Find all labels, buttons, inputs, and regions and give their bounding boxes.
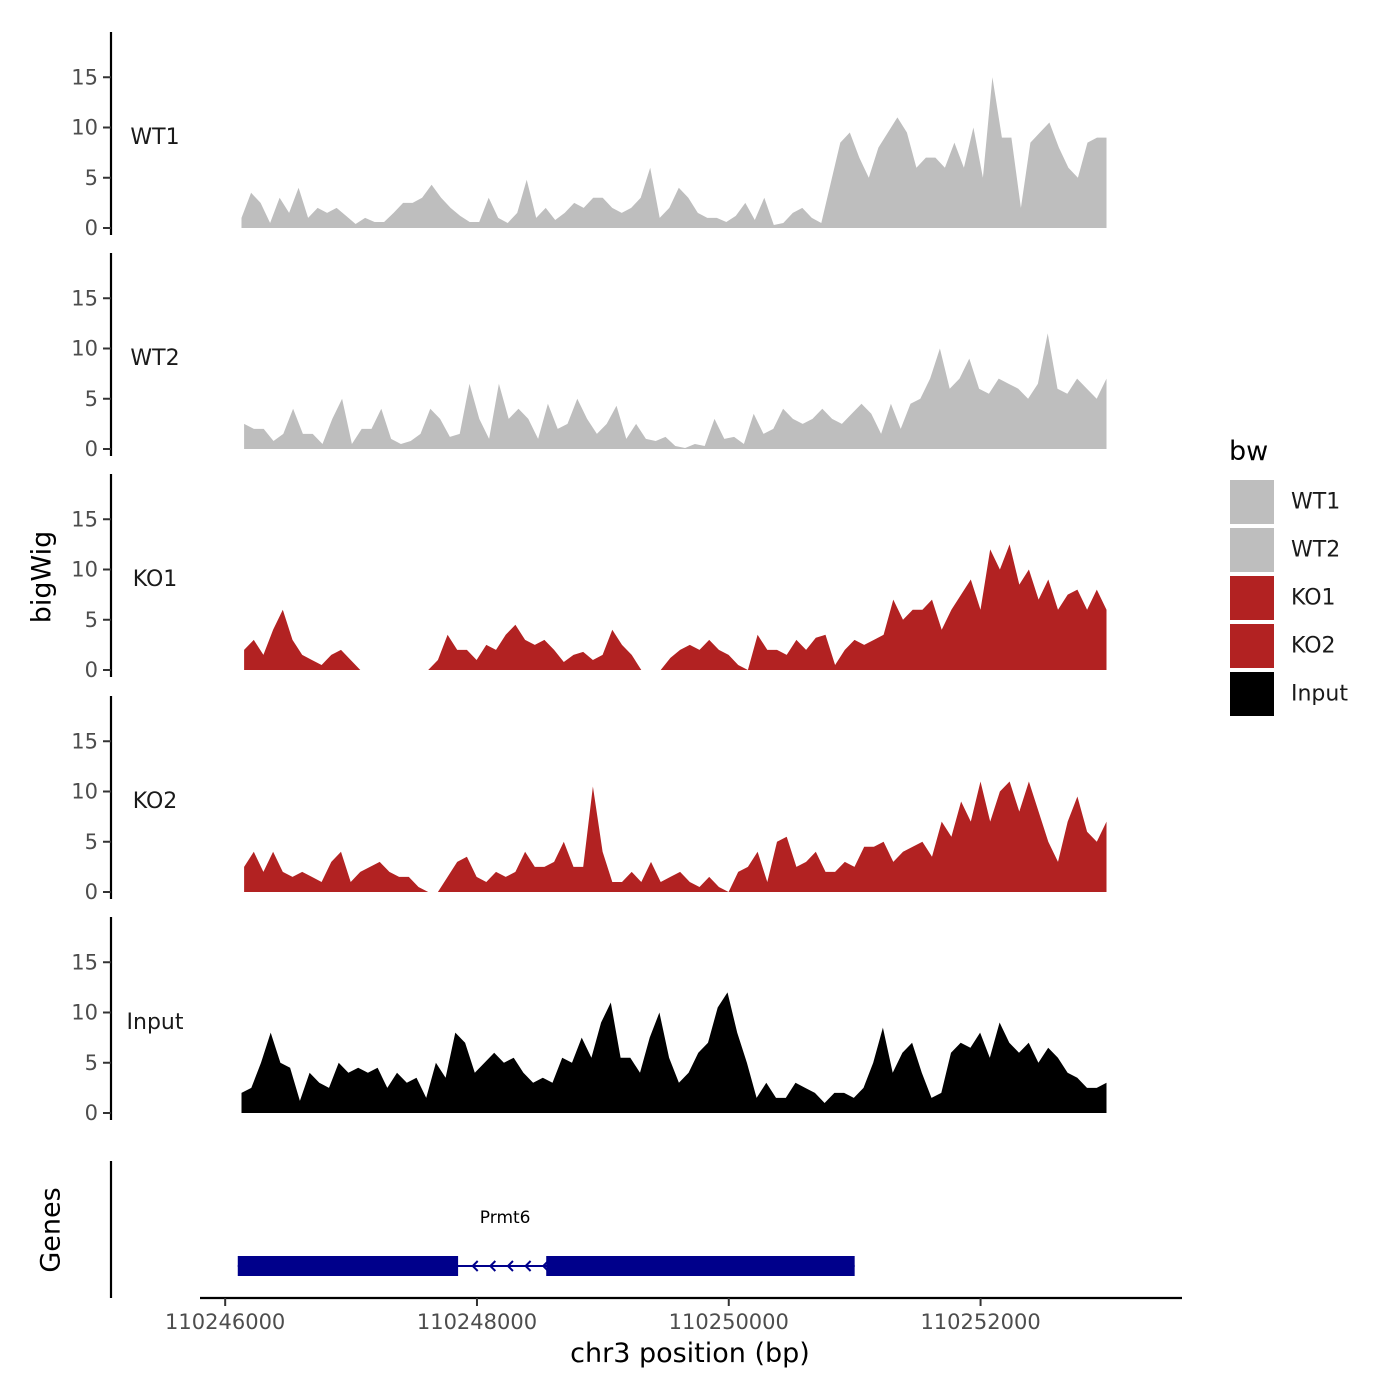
strand-arrow [471, 1260, 479, 1272]
legend-swatch [1230, 576, 1274, 620]
legend-label: WT1 [1291, 490, 1340, 515]
y-tick-label: 5 [85, 830, 98, 854]
signal-area-ko1 [244, 544, 1107, 670]
legend-entry-ko1: KO1 [1230, 576, 1336, 620]
x-ticks: 110246000 110248000 110250000 110252000 [165, 1298, 1041, 1334]
y-tick-label: 15 [71, 950, 98, 974]
legend-swatch [1230, 528, 1274, 572]
track-ko1: 0 5 10 15 KO1 [71, 474, 1107, 682]
legend-label: KO1 [1291, 586, 1336, 611]
gene-exon-block [546, 1256, 855, 1276]
x-axis: 110246000 110248000 110250000 110252000 chr… [165, 1296, 1182, 1369]
track-input: 0 5 10 15 Input [71, 917, 1107, 1125]
track-wt1: 0 5 10 15 WT1 [71, 32, 1107, 240]
y-axis-title: bigWig [27, 531, 58, 624]
y-tick-label: 10 [71, 337, 98, 361]
strand-arrow [506, 1260, 514, 1272]
x-axis-title: chr3 position (bp) [570, 1338, 810, 1369]
legend-swatch [1230, 672, 1274, 716]
legend-swatch [1230, 480, 1274, 524]
x-tick-label: 110250000 [669, 1310, 789, 1334]
y-tick-label: 5 [85, 608, 98, 632]
track-label-wt1: WT1 [130, 125, 179, 150]
x-tick-label: 110252000 [920, 1310, 1040, 1334]
x-tick-label: 110246000 [165, 1310, 285, 1334]
y-tick-label: 15 [71, 286, 98, 310]
y-tick-label: 15 [71, 729, 98, 753]
y-tick-label: 5 [85, 1051, 98, 1075]
legend-swatch [1230, 624, 1274, 668]
strand-arrow [488, 1260, 497, 1272]
legend-entry-wt1: WT1 [1230, 480, 1340, 524]
genes-panel: Genes Prmt6 [36, 1161, 855, 1298]
gene-models: Prmt6 [237, 1208, 855, 1276]
strand-arrow [541, 1260, 549, 1272]
gene-exon-block [237, 1256, 459, 1276]
y-tick-label: 15 [71, 507, 98, 531]
y-tick-label: 0 [85, 1101, 98, 1125]
y-tick-label: 10 [71, 1001, 98, 1025]
y-tick-label: 0 [85, 880, 98, 904]
y-tick-label: 10 [71, 780, 98, 804]
y-tick-label: 5 [85, 166, 98, 190]
track-label-wt2: WT2 [130, 346, 179, 371]
signal-tracks: 0 5 10 15 WT1 0 5 10 15 WT2 0 5 10 15 KO1 0 5 10 15 KO2 0 5 10… [71, 32, 1107, 1125]
legend-entries: WT1 WT2 KO1 KO2 Input [1230, 480, 1348, 716]
signal-area-ko2 [244, 781, 1107, 892]
track-label-input: Input [127, 1010, 184, 1035]
y-tick-label: 0 [85, 437, 98, 461]
y-tick-label: 10 [71, 116, 98, 140]
legend-label: WT2 [1291, 538, 1340, 563]
y-tick-label: 0 [85, 216, 98, 240]
signal-area-wt2 [244, 333, 1107, 449]
track-ko2: 0 5 10 15 KO2 [71, 696, 1107, 904]
track-label-ko2: KO2 [133, 789, 178, 814]
track-label-ko1: KO1 [133, 567, 178, 592]
legend-entry-wt2: WT2 [1230, 528, 1340, 572]
legend-label: KO2 [1291, 634, 1336, 659]
gene-name-label: Prmt6 [480, 1208, 531, 1228]
y-tick-label: 0 [85, 658, 98, 682]
y-tick-label: 10 [71, 558, 98, 582]
track-wt2: 0 5 10 15 WT2 [71, 253, 1107, 461]
legend-title: bw [1229, 436, 1268, 467]
y-tick-label: 15 [71, 65, 98, 89]
legend-entry-input: Input [1230, 672, 1348, 716]
strand-arrow [524, 1260, 532, 1272]
legend: bw WT1 WT2 KO1 KO2 Input [1229, 436, 1348, 716]
x-tick-label: 110248000 [417, 1310, 537, 1334]
legend-entry-ko2: KO2 [1230, 624, 1336, 668]
legend-label: Input [1291, 682, 1348, 707]
genes-panel-label: Genes [36, 1187, 67, 1272]
gene-prmt6: Prmt6 [237, 1208, 855, 1276]
signal-area-wt1 [241, 77, 1107, 228]
y-tick-label: 5 [85, 387, 98, 411]
signal-area-input [241, 992, 1107, 1113]
